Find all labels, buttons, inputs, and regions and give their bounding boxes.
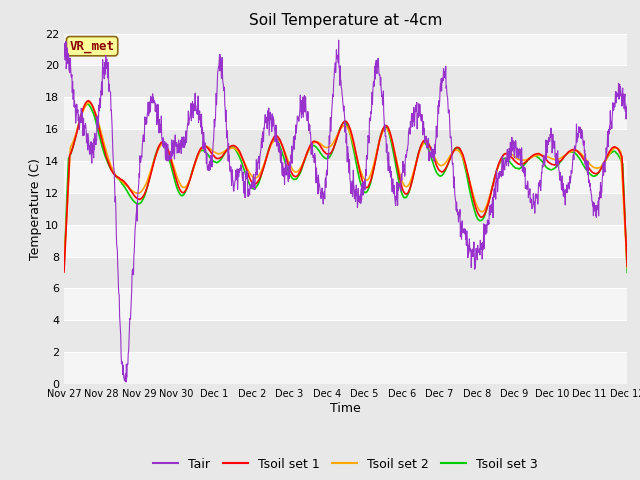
- Bar: [64, 288, 627, 320]
- Bar: [64, 193, 627, 225]
- Bar: [64, 129, 627, 161]
- X-axis label: Time: Time: [330, 402, 361, 415]
- Bar: [64, 352, 627, 384]
- Text: VR_met: VR_met: [70, 40, 115, 53]
- Bar: [64, 257, 627, 288]
- Title: Soil Temperature at -4cm: Soil Temperature at -4cm: [249, 13, 442, 28]
- Bar: [64, 65, 627, 97]
- Bar: [64, 34, 627, 65]
- Legend: Tair, Tsoil set 1, Tsoil set 2, Tsoil set 3: Tair, Tsoil set 1, Tsoil set 2, Tsoil se…: [148, 453, 543, 476]
- Bar: [64, 161, 627, 193]
- Bar: [64, 97, 627, 129]
- Bar: [64, 320, 627, 352]
- Y-axis label: Temperature (C): Temperature (C): [29, 158, 42, 260]
- Bar: [64, 225, 627, 257]
